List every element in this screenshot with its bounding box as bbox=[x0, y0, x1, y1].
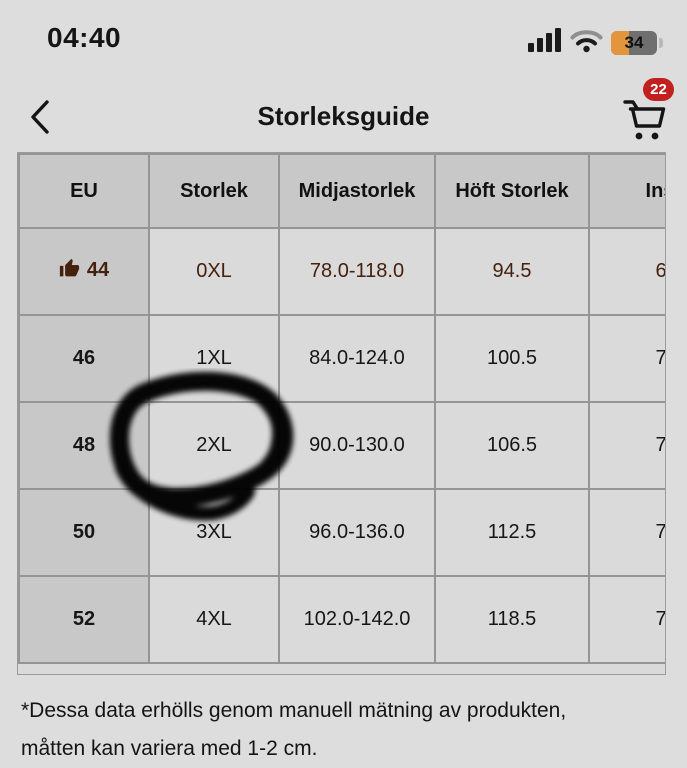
hoft-storlek-cell: 100.5 bbox=[434, 314, 590, 403]
battery-percent: 34 bbox=[624, 33, 644, 52]
storlek-cell: 4XL bbox=[148, 575, 280, 664]
eu-value: 52 bbox=[72, 608, 96, 630]
column-header-eu: EU bbox=[18, 153, 150, 229]
midjastorlek-cell: 96.0-136.0 bbox=[278, 488, 436, 577]
eu-cell: 50 bbox=[18, 488, 150, 577]
chevron-left-icon bbox=[31, 100, 49, 134]
column-header-midjastorlek: Midjastorlek bbox=[278, 153, 436, 229]
column-header-hoft-storlek: Höft Storlek bbox=[434, 153, 590, 229]
cart-button[interactable]: 22 bbox=[620, 78, 678, 148]
page-title: Storleksguide bbox=[257, 101, 430, 131]
midjastorlek-cell: 102.0-142.0 bbox=[278, 575, 436, 664]
status-time: 04:40 bbox=[47, 22, 122, 53]
status-icons: 34 bbox=[528, 28, 663, 58]
battery-nub bbox=[659, 38, 663, 48]
eu-cell: 52 bbox=[18, 575, 150, 664]
disclaimer-line1: *Dessa data erhölls genom manuell mätnin… bbox=[21, 699, 567, 722]
size-table-row: 46 1XL 84.0-124.0 100.5 70.5 bbox=[18, 314, 665, 403]
battery-fill bbox=[611, 31, 630, 55]
insom-cell: 70.5 bbox=[588, 314, 665, 403]
size-table-header-row: EU Storlek Midjastorlek Höft Storlek Ins… bbox=[18, 153, 665, 229]
storlek-cell: 1XL bbox=[148, 314, 280, 403]
insom-cell: 70.5 bbox=[588, 575, 665, 664]
wifi-icon bbox=[570, 28, 603, 58]
size-table-body: 44 0XL 78.0-118.0 94.5 69.5 46 1XL 84.0-… bbox=[18, 227, 665, 664]
measurement-disclaimer: *Dessa data erhölls genom manuell mätnin… bbox=[21, 692, 669, 768]
insom-cell: 70.5 bbox=[588, 401, 665, 490]
cart-icon bbox=[623, 100, 666, 140]
column-header-insom: Insöm bbox=[588, 153, 665, 229]
eu-cell: 48 bbox=[18, 401, 150, 490]
hoft-storlek-cell: 118.5 bbox=[434, 575, 590, 664]
thumbs-up-icon bbox=[59, 258, 80, 285]
hoft-storlek-cell: 94.5 bbox=[434, 227, 590, 316]
hoft-storlek-cell: 112.5 bbox=[434, 488, 590, 577]
storlek-cell: 0XL bbox=[148, 227, 280, 316]
disclaimer-line2: måtten kan variera med 1-2 cm. bbox=[21, 737, 318, 760]
insom-cell: 69.5 bbox=[588, 227, 665, 316]
size-table-row: 44 0XL 78.0-118.0 94.5 69.5 bbox=[18, 227, 665, 316]
cart-badge: 22 bbox=[643, 78, 674, 101]
eu-value: 48 bbox=[72, 434, 96, 456]
eu-cell: 44 bbox=[18, 227, 150, 316]
column-header-storlek: Storlek bbox=[148, 153, 280, 229]
size-table-row: 50 3XL 96.0-136.0 112.5 70.5 bbox=[18, 488, 665, 577]
size-table-container[interactable]: EU Storlek Midjastorlek Höft Storlek Ins… bbox=[17, 152, 666, 675]
hoft-storlek-cell: 106.5 bbox=[434, 401, 590, 490]
eu-cell: 46 bbox=[18, 314, 150, 403]
storlek-cell: 3XL bbox=[148, 488, 280, 577]
size-table: EU Storlek Midjastorlek Höft Storlek Ins… bbox=[18, 153, 665, 664]
size-table-row: 48 2XL 90.0-130.0 106.5 70.5 bbox=[18, 401, 665, 490]
storlek-cell: 2XL bbox=[148, 401, 280, 490]
size-table-row: 52 4XL 102.0-142.0 118.5 70.5 bbox=[18, 575, 665, 664]
midjastorlek-cell: 90.0-130.0 bbox=[278, 401, 436, 490]
eu-value: 44 bbox=[86, 259, 110, 281]
eu-value: 50 bbox=[72, 521, 96, 543]
eu-value: 46 bbox=[72, 347, 96, 369]
insom-cell: 70.5 bbox=[588, 488, 665, 577]
signal-strength-icon bbox=[528, 28, 562, 58]
back-button[interactable] bbox=[28, 98, 54, 136]
midjastorlek-cell: 84.0-124.0 bbox=[278, 314, 436, 403]
midjastorlek-cell: 78.0-118.0 bbox=[278, 227, 436, 316]
battery-icon: 34 bbox=[611, 31, 657, 55]
